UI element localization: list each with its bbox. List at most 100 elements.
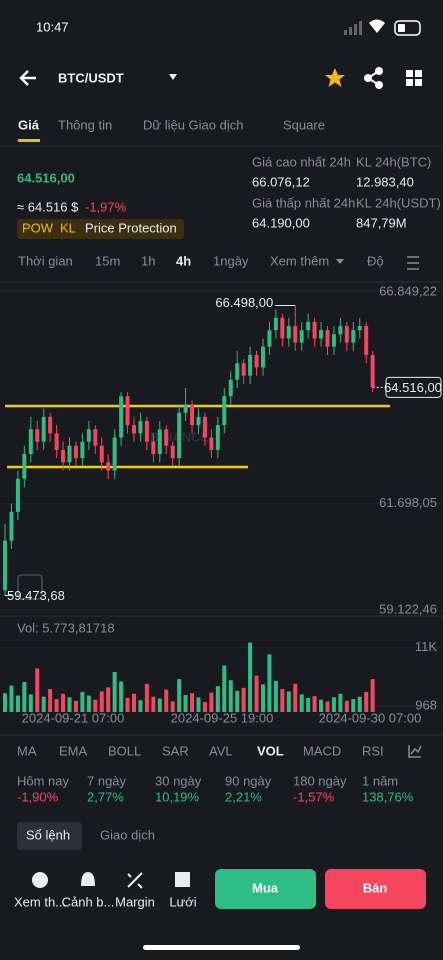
indicator[interactable]: MA [17, 743, 37, 758]
stat-value: 847,79M [356, 215, 407, 230]
action-label[interactable]: Margin [115, 894, 155, 909]
perf-value: -1,57% [293, 789, 335, 804]
interval[interactable]: 1ngày [213, 253, 249, 268]
sell-label[interactable]: Bán [363, 880, 388, 895]
volume-bar [325, 701, 330, 712]
buy-button[interactable] [215, 869, 316, 909]
back-icon[interactable] [19, 70, 36, 86]
indicator-icon[interactable] [408, 745, 422, 758]
candle-body [15, 478, 20, 512]
volume-bar [241, 687, 246, 712]
y-tick-label: 66.849,22 [379, 283, 437, 298]
favorite-icon[interactable] [325, 68, 345, 87]
candle-body [61, 449, 66, 463]
volume-bar [190, 693, 195, 712]
volume-bar [267, 654, 272, 712]
volume-bar [177, 679, 182, 712]
dropdown-icon[interactable] [336, 259, 344, 264]
tab[interactable]: Dữ liệu Giao dịch [143, 117, 243, 132]
volume-bar [99, 691, 104, 712]
volume-bar [28, 694, 33, 712]
tags-bg[interactable] [17, 219, 184, 239]
tab[interactable]: Thông tin [58, 117, 112, 132]
bottom-tab[interactable]: Giao dịch [100, 827, 155, 842]
volume-bar [144, 683, 149, 712]
volume-bar [67, 697, 72, 712]
pair-title[interactable]: BTC/USDT [58, 70, 124, 85]
indicator[interactable]: VOL [257, 743, 284, 758]
interval[interactable]: 15m [95, 253, 120, 268]
perf-label: 180 ngày [293, 773, 347, 788]
candle-body [112, 437, 117, 471]
high-label: 66.498,00 [215, 295, 273, 310]
candle-body [228, 379, 233, 397]
candle-body [54, 433, 59, 450]
volume-bar [331, 697, 336, 712]
tab-bg[interactable] [17, 822, 82, 850]
candle-body [248, 354, 253, 376]
interval[interactable]: Thời gian [18, 253, 73, 268]
indicator[interactable]: SAR [162, 743, 189, 758]
candle-body [222, 396, 227, 426]
sell-button[interactable] [325, 869, 426, 909]
interval[interactable]: 1h [141, 253, 155, 268]
tab[interactable]: Giá [18, 117, 40, 132]
action-label[interactable]: Cảnh b... [62, 894, 115, 909]
perf-label: Hôm nay [17, 773, 70, 788]
indicator[interactable]: AVL [209, 743, 233, 758]
volume-bar [370, 679, 375, 712]
grid-icon[interactable] [406, 70, 422, 86]
volume-bar [106, 687, 111, 712]
candle-body [28, 429, 33, 455]
perf-value: 2,21% [225, 789, 262, 804]
vol-tick-label: 968 [415, 698, 437, 713]
x-label: 2024-09-21 07:00 [22, 710, 125, 725]
candle-body [209, 437, 214, 450]
home-indicator [143, 945, 300, 950]
volume-bar [54, 699, 59, 712]
volume-bar [319, 699, 324, 712]
candle-body [338, 326, 343, 335]
candle-body [73, 445, 78, 459]
perf-value: 10,19% [155, 789, 200, 804]
indicator[interactable]: EMA [59, 743, 88, 758]
volume-bar [351, 699, 356, 712]
status-icons [344, 19, 421, 36]
bottom-tab[interactable]: Sổ lệnh [26, 827, 70, 842]
vol-tick-label: 11K [415, 639, 437, 654]
interval[interactable]: 4h [176, 253, 191, 268]
tag[interactable]: KL [60, 220, 76, 235]
indicator[interactable]: RSI [362, 743, 384, 758]
share-icon[interactable] [364, 67, 383, 89]
candle-body [351, 330, 356, 343]
action-label[interactable]: Xem th... [14, 894, 66, 909]
tag[interactable]: POW [22, 220, 54, 235]
tab[interactable]: Square [283, 117, 325, 132]
volume-bar [344, 700, 349, 712]
volume-bar [132, 693, 136, 712]
candle-body [41, 416, 46, 442]
dropdown-icon[interactable] [169, 74, 177, 80]
candle-body [35, 429, 40, 442]
buy-label[interactable]: Mua [252, 880, 279, 895]
fullscreen-icon[interactable] [17, 574, 43, 600]
tag[interactable]: Price Protection [85, 220, 177, 235]
volume-bar [93, 699, 98, 712]
perf-value: 138,76% [362, 789, 414, 804]
stat-value: 66.076,12 [252, 174, 310, 189]
candle-body [164, 429, 169, 446]
indicator[interactable]: BOLL [108, 743, 141, 758]
interval[interactable]: Xem thêm [270, 253, 329, 268]
action-icons[interactable] [32, 872, 190, 889]
settings-icon[interactable] [407, 256, 419, 270]
indicator[interactable]: MACD [303, 743, 341, 758]
candle-body [319, 330, 324, 339]
volume-bar [306, 697, 311, 712]
candle-body [144, 421, 149, 442]
approx-price: ≈ 64.516 $ [17, 199, 79, 214]
action-label[interactable]: Lưới [169, 894, 196, 909]
volume-bar [35, 668, 40, 712]
interval[interactable]: Độ [367, 253, 384, 268]
y-tick-label: 61.698,05 [379, 495, 437, 510]
